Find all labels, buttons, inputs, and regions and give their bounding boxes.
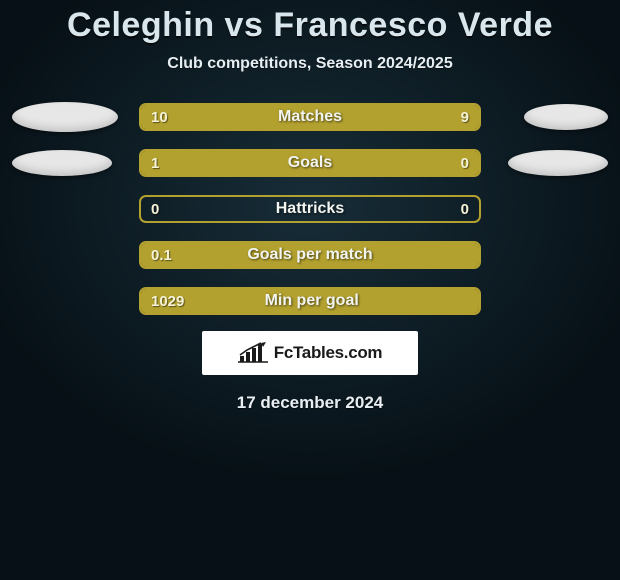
- stat-name: Hattricks: [181, 200, 439, 218]
- stat-value-right: 0: [439, 201, 469, 218]
- stat-bar-track: 0.1Goals per match: [139, 241, 481, 269]
- stat-bar-fill-left: [141, 151, 411, 175]
- stat-bar-track: 1029Min per goal: [139, 287, 481, 315]
- stat-row: 10Matches9: [10, 103, 610, 131]
- stat-bar-fill-left: [141, 243, 479, 267]
- page-title: Celeghin vs Francesco Verde: [67, 6, 553, 45]
- stat-row: 0Hattricks0: [10, 195, 610, 223]
- player-2-name: Francesco Verde: [273, 6, 553, 44]
- stats-container: 10Matches9 1Goals0 0Hattricks0 0.1Goals per…: [10, 103, 610, 315]
- stat-bar-track: 1Goals0: [139, 149, 481, 177]
- content-root: Celeghin vs Francesco Verde Club competi…: [0, 0, 620, 580]
- brand-text: FcTables.com: [274, 343, 383, 363]
- stat-bar-fill-right: [411, 151, 479, 175]
- stat-bar-fill-right: [319, 105, 479, 129]
- player-1-name: Celeghin: [67, 6, 215, 44]
- stat-bar-fill-left: [141, 105, 319, 129]
- team-badge-right: [508, 150, 608, 176]
- team-badge-left: [12, 150, 112, 176]
- stat-bar-fill-left: [141, 289, 479, 313]
- vs-separator: vs: [225, 6, 264, 44]
- stat-bar-track: 0Hattricks0: [139, 195, 481, 223]
- date-line: 17 december 2024: [237, 393, 384, 413]
- stat-bar-text-layer: 0Hattricks0: [141, 197, 479, 221]
- brand-box: FcTables.com: [202, 331, 418, 375]
- chart-icon: [238, 342, 268, 364]
- stat-row: 1029Min per goal: [10, 287, 610, 315]
- stat-bar-track: 10Matches9: [139, 103, 481, 131]
- team-badge-left: [12, 102, 118, 132]
- subtitle: Club competitions, Season 2024/2025: [167, 55, 452, 73]
- team-badge-right: [524, 104, 608, 130]
- stat-row: 0.1Goals per match: [10, 241, 610, 269]
- stat-value-left: 0: [151, 201, 181, 218]
- stat-row: 1Goals0: [10, 149, 610, 177]
